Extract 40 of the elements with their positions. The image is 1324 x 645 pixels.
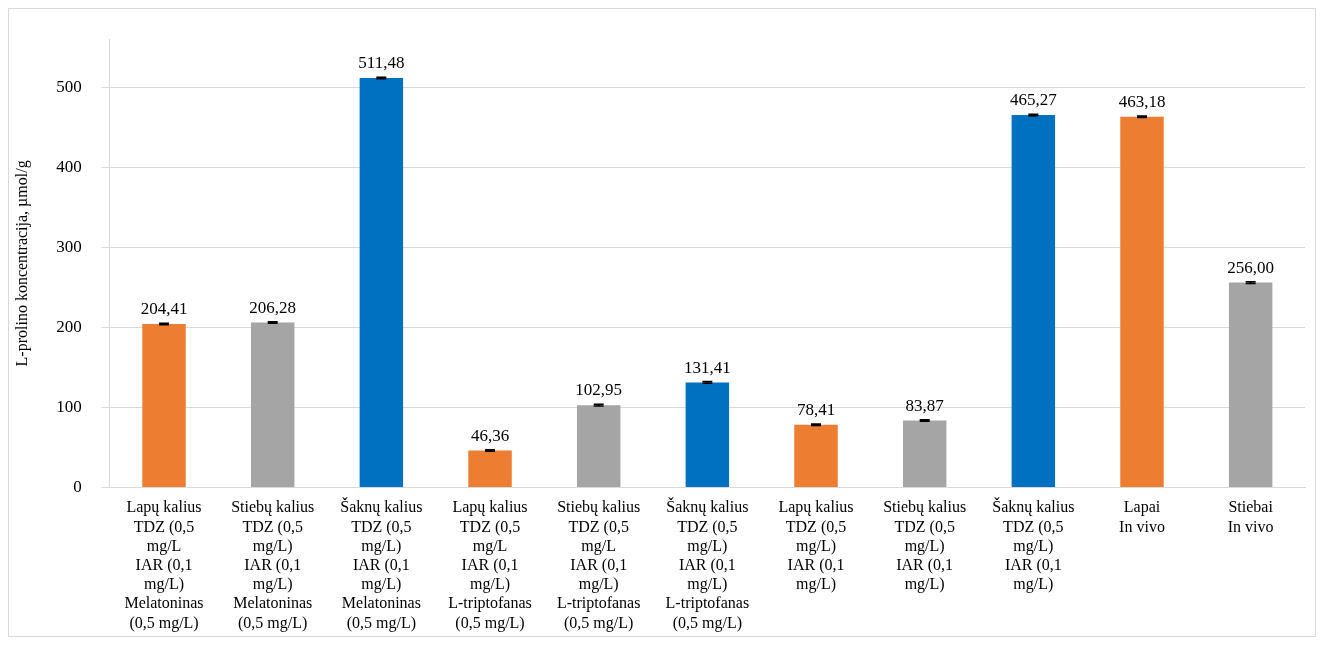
bar bbox=[359, 78, 404, 488]
data-label: 465,27 bbox=[1009, 90, 1058, 110]
data-label: 102,95 bbox=[575, 380, 623, 400]
bar bbox=[250, 322, 295, 488]
y-tick-label: 300 bbox=[56, 236, 82, 256]
bar bbox=[576, 405, 621, 488]
data-label: 511,48 bbox=[358, 53, 405, 73]
bar bbox=[468, 450, 512, 488]
data-label: 131,41 bbox=[683, 357, 731, 377]
bar bbox=[794, 424, 838, 488]
data-label: 46,36 bbox=[470, 425, 510, 445]
bar bbox=[1120, 116, 1164, 488]
x-tick-label: Stiebų kalius TDZ (0,5 mg/L) IAR (0,1 mg/L) Melatoninas (0,5 mg/L) bbox=[231, 498, 315, 632]
bar bbox=[902, 420, 947, 488]
data-label: 206,28 bbox=[249, 297, 297, 317]
x-tick-label: Lapų kalius TDZ (0,5 mg/L) IAR (0,1 mg/L) bbox=[778, 498, 854, 594]
x-tick-label: Šaknų kalius TDZ (0,5 mg/L) IAR (0,1 mg/L) Melatoninas (0,5 mg/L) bbox=[340, 497, 423, 632]
data-label: 256,00 bbox=[1227, 257, 1275, 277]
x-tick-label: Lapų kalius TDZ (0,5 mg/L IAR (0,1 mg/L) Melatoninas (0,5 mg/L) bbox=[124, 498, 204, 632]
y-tick-label: 400 bbox=[56, 156, 82, 176]
y-tick-label: 500 bbox=[56, 76, 82, 96]
x-tick-label: Lapai In vivo bbox=[1119, 498, 1165, 535]
x-tick-label: Stiebai In vivo bbox=[1227, 498, 1274, 535]
y-tick-label: 0 bbox=[73, 477, 82, 497]
data-label: 204,41 bbox=[140, 299, 188, 319]
bar bbox=[685, 382, 730, 488]
x-tick-label: Šaknų kalius TDZ (0,5 mg/L) IAR (0,1 mg/L) L-triptofanas (0,5 mg/L) bbox=[665, 497, 750, 632]
y-tick-label: 100 bbox=[56, 397, 82, 416]
data-label: 463,18 bbox=[1118, 91, 1166, 111]
bar bbox=[142, 323, 186, 488]
y-axis-title: L-prolino koncentracija, µmol/g bbox=[12, 160, 31, 367]
data-label: 78,41 bbox=[796, 399, 836, 419]
bar bbox=[1011, 115, 1056, 488]
x-tick-label: Šaknų kalius TDZ (0,5 mg/L) IAR (0,1 mg/L) bbox=[992, 497, 1075, 594]
data-label: 83,87 bbox=[905, 395, 945, 415]
x-tick-label: Stiebų kalius TDZ (0,5 mg/L IAR (0,1 mg/L) L-triptofanas (0,5 mg/L) bbox=[556, 498, 641, 632]
bar bbox=[1228, 282, 1273, 488]
y-tick-label: 200 bbox=[56, 316, 82, 336]
x-tick-label: Stiebų kalius TDZ (0,5 mg/L) IAR (0,1 mg/L) bbox=[883, 498, 967, 594]
x-tick-label: Lapų kalius TDZ (0,5 mg/L IAR (0,1 mg/L) L-triptofanas (0,5 mg/L) bbox=[448, 498, 532, 632]
